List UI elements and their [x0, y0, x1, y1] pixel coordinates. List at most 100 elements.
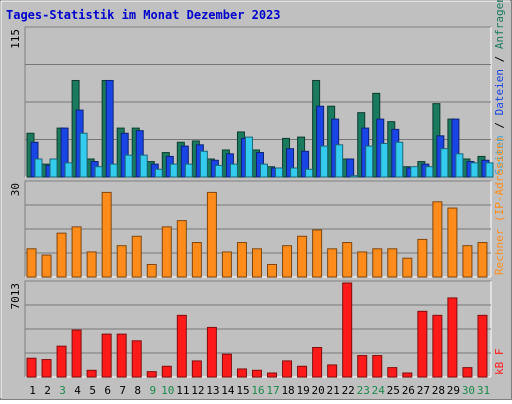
- x-tick-label-day-20: 20: [312, 384, 325, 397]
- bar-rechner-day-28: [432, 201, 443, 278]
- bar-kb-f-day-16: [251, 369, 262, 378]
- bar-kb-f-day-29: [447, 297, 458, 378]
- x-tick-label-day-31: 31: [477, 384, 490, 397]
- bar-kb-f-day-12: [191, 360, 202, 378]
- bar-kb-f-day-9: [146, 371, 157, 378]
- bar-rechner-day-13: [206, 191, 217, 278]
- bar-kb-f-day-22: [342, 282, 353, 378]
- x-tick-label-day-5: 5: [89, 384, 96, 397]
- bar-rechner-day-14: [221, 251, 232, 278]
- y-axis-label: Rechner (IP-Adressen): [493, 136, 506, 275]
- bar-rechner-day-20: [312, 229, 323, 278]
- bar-seiten-day-26: [410, 166, 419, 178]
- x-tick-label-day-25: 25: [387, 384, 400, 397]
- bar-rechner-day-5: [86, 251, 97, 278]
- bar-seiten-day-28: [440, 148, 449, 178]
- x-tick-label-day-17: 17: [266, 384, 279, 397]
- x-tick-label-day-3: 3: [59, 384, 66, 397]
- bar-seiten-day-12: [199, 150, 208, 178]
- bar-seiten-day-2: [49, 158, 58, 178]
- y-axis-label-part: Dateien: [493, 69, 506, 115]
- bar-rechner-day-29: [447, 207, 458, 278]
- chart-panel-1: 115 Seiten / Dateien / Anfragen: [9, 0, 506, 178]
- y-max-label: 7013: [9, 283, 22, 310]
- bar-rechner-day-16: [251, 248, 262, 278]
- bar-seiten-day-16: [259, 163, 268, 178]
- bar-rechner-day-19: [297, 235, 308, 278]
- bar-seiten-day-10: [169, 163, 178, 178]
- bar-rechner-day-26: [402, 257, 413, 278]
- bar-kb-f-day-2: [41, 359, 52, 378]
- y-axis-label-part: Anfragen: [493, 0, 506, 49]
- bar-rechner-day-21: [327, 248, 338, 278]
- y-axis-label: Seiten / Dateien / Anfragen: [493, 0, 506, 175]
- bar-kb-f-day-1: [26, 357, 37, 378]
- bar-seiten-day-3: [64, 162, 73, 178]
- x-tick-label-day-7: 7: [119, 384, 126, 397]
- bar-kb-f-day-18: [282, 360, 293, 378]
- bar-dateien-day-22: [346, 158, 355, 178]
- x-tick-label-day-14: 14: [221, 384, 235, 397]
- bar-seiten-day-14: [229, 163, 238, 178]
- bar-rechner-day-8: [131, 235, 142, 278]
- bar-rechner-day-3: [56, 232, 67, 278]
- bar-rechner-day-30: [462, 245, 473, 278]
- bar-rechner-day-31: [477, 242, 488, 278]
- bar-rechner-day-15: [236, 242, 247, 278]
- bar-seiten-day-5: [94, 166, 103, 178]
- x-tick-label-day-15: 15: [236, 384, 249, 397]
- bar-seiten-day-27: [425, 166, 434, 178]
- bar-seiten-day-8: [139, 154, 148, 178]
- x-tick-label-day-10: 10: [161, 384, 174, 397]
- x-tick-label-day-2: 2: [44, 384, 51, 397]
- bar-kb-f-day-15: [236, 368, 247, 378]
- bar-kb-f-day-30: [462, 367, 473, 378]
- bar-kb-f-day-23: [357, 355, 368, 378]
- bar-seiten-day-13: [214, 164, 223, 178]
- bar-seiten-day-18: [290, 167, 299, 178]
- bar-kb-f-day-28: [432, 314, 443, 378]
- x-tick-label-day-12: 12: [191, 384, 204, 397]
- bar-seiten-day-25: [395, 141, 404, 178]
- bar-kb-f-day-13: [206, 326, 217, 378]
- bar-rechner-day-12: [191, 242, 202, 278]
- x-tick-label-day-11: 11: [176, 384, 189, 397]
- x-tick-label-day-27: 27: [417, 384, 430, 397]
- x-tick-label-day-30: 30: [462, 384, 475, 397]
- x-tick-label-day-13: 13: [206, 384, 219, 397]
- bar-seiten-day-21: [335, 144, 344, 178]
- bar-seiten-day-7: [124, 154, 133, 178]
- bar-rechner-day-17: [267, 263, 278, 278]
- y-axis-label-part: /: [493, 49, 506, 69]
- chart-panel-3: 7013 kB F: [9, 280, 506, 378]
- x-tick-label-day-4: 4: [74, 384, 81, 397]
- x-tick-label-day-26: 26: [402, 384, 415, 397]
- bar-kb-f-day-21: [327, 364, 338, 378]
- x-tick-label-day-16: 16: [251, 384, 264, 397]
- x-tick-label-day-22: 22: [342, 384, 355, 397]
- bar-kb-f-day-25: [387, 367, 398, 378]
- bar-rechner-day-23: [357, 251, 368, 278]
- bar-kb-f-day-5: [86, 369, 97, 378]
- x-axis-day-labels: 1 2 3 4 5 6 7 8 9 10 11 12 13 14 15 16 17 18 19 20 21 22 23 24 2…: [29, 384, 490, 397]
- x-tick-label-day-24: 24: [372, 384, 386, 397]
- bar-kb-f-day-11: [176, 314, 187, 378]
- bar-rechner-day-9: [146, 263, 157, 278]
- bar-kb-f-day-10: [161, 365, 172, 378]
- bar-kb-f-day-24: [372, 355, 383, 378]
- bar-kb-f-day-31: [477, 314, 488, 378]
- y-max-label: 30: [9, 183, 22, 196]
- bar-dateien-day-6: [105, 79, 114, 178]
- y-axis-label: kB F: [493, 349, 506, 376]
- bar-seiten-day-31: [485, 162, 494, 178]
- bar-seiten-day-29: [455, 153, 464, 178]
- bar-seiten-day-17: [275, 167, 284, 178]
- chart-panel-2: 30 Rechner (IP-Adressen): [9, 136, 506, 278]
- x-tick-label-day-29: 29: [447, 384, 460, 397]
- x-tick-label-day-8: 8: [134, 384, 141, 397]
- bar-rechner-day-27: [417, 238, 428, 278]
- x-tick-label-day-1: 1: [29, 384, 36, 397]
- x-tick-label-day-28: 28: [432, 384, 445, 397]
